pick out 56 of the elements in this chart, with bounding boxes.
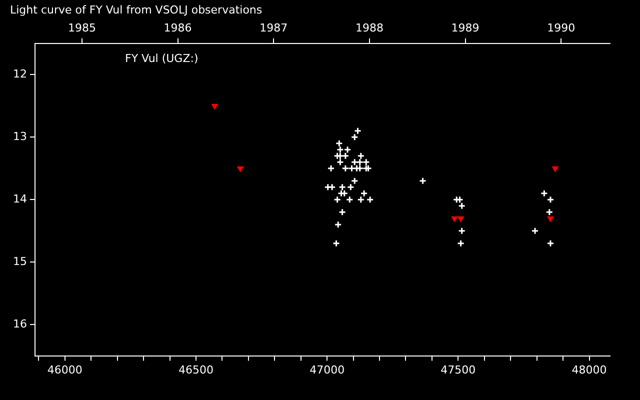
point (357, 196, 365, 204)
point (335, 140, 343, 148)
point (328, 183, 336, 191)
point (531, 227, 539, 235)
point (350, 177, 358, 185)
y-tick-label: 12 (12, 68, 27, 80)
point (360, 190, 368, 198)
point (458, 227, 466, 235)
point (457, 240, 465, 248)
annotation: FY Vul (UGZ:) (124, 52, 198, 65)
point (548, 216, 554, 222)
x-tick-label: 47500 (440, 363, 476, 376)
point (350, 133, 358, 141)
point (344, 146, 352, 154)
x-tick-label: 47000 (310, 363, 345, 376)
point (334, 220, 342, 228)
point (452, 216, 458, 222)
point (327, 164, 335, 172)
x2-tick-label: 1986 (164, 22, 192, 35)
point (338, 208, 346, 216)
point (366, 196, 374, 204)
point (332, 240, 340, 248)
point (337, 190, 345, 198)
y-tick-label: 14 (12, 192, 27, 206)
point (346, 196, 354, 204)
x-tick-label: 46500 (178, 363, 214, 376)
chart-title: Light curve of FY Vul from VSOLJ observations (10, 3, 262, 16)
point (212, 104, 218, 110)
point (546, 208, 554, 216)
x-tick-label: 46000 (47, 363, 82, 376)
point (540, 190, 548, 198)
x2-tick-label: 1987 (260, 22, 288, 35)
point (237, 166, 244, 172)
point (546, 196, 554, 204)
point (356, 158, 364, 166)
point (458, 216, 464, 222)
x-tick-label: 48000 (572, 363, 607, 376)
x2-tick-label: 1988 (355, 22, 384, 35)
point (324, 183, 332, 191)
x2-tick-label: 1985 (68, 22, 96, 35)
point (546, 240, 554, 248)
point (342, 152, 350, 160)
y-tick-label: 15 (12, 254, 27, 268)
point (419, 177, 427, 185)
x2-tick-label: 1990 (547, 22, 576, 35)
point (334, 196, 342, 204)
y-tick-label: 13 (12, 130, 27, 143)
point (342, 164, 350, 172)
point (354, 127, 362, 135)
point (346, 183, 354, 191)
point (348, 164, 356, 172)
y-tick-label: 16 (12, 317, 27, 330)
point (357, 152, 365, 160)
x2-tick-label: 1989 (451, 22, 480, 35)
point (552, 166, 558, 172)
point (336, 146, 344, 154)
